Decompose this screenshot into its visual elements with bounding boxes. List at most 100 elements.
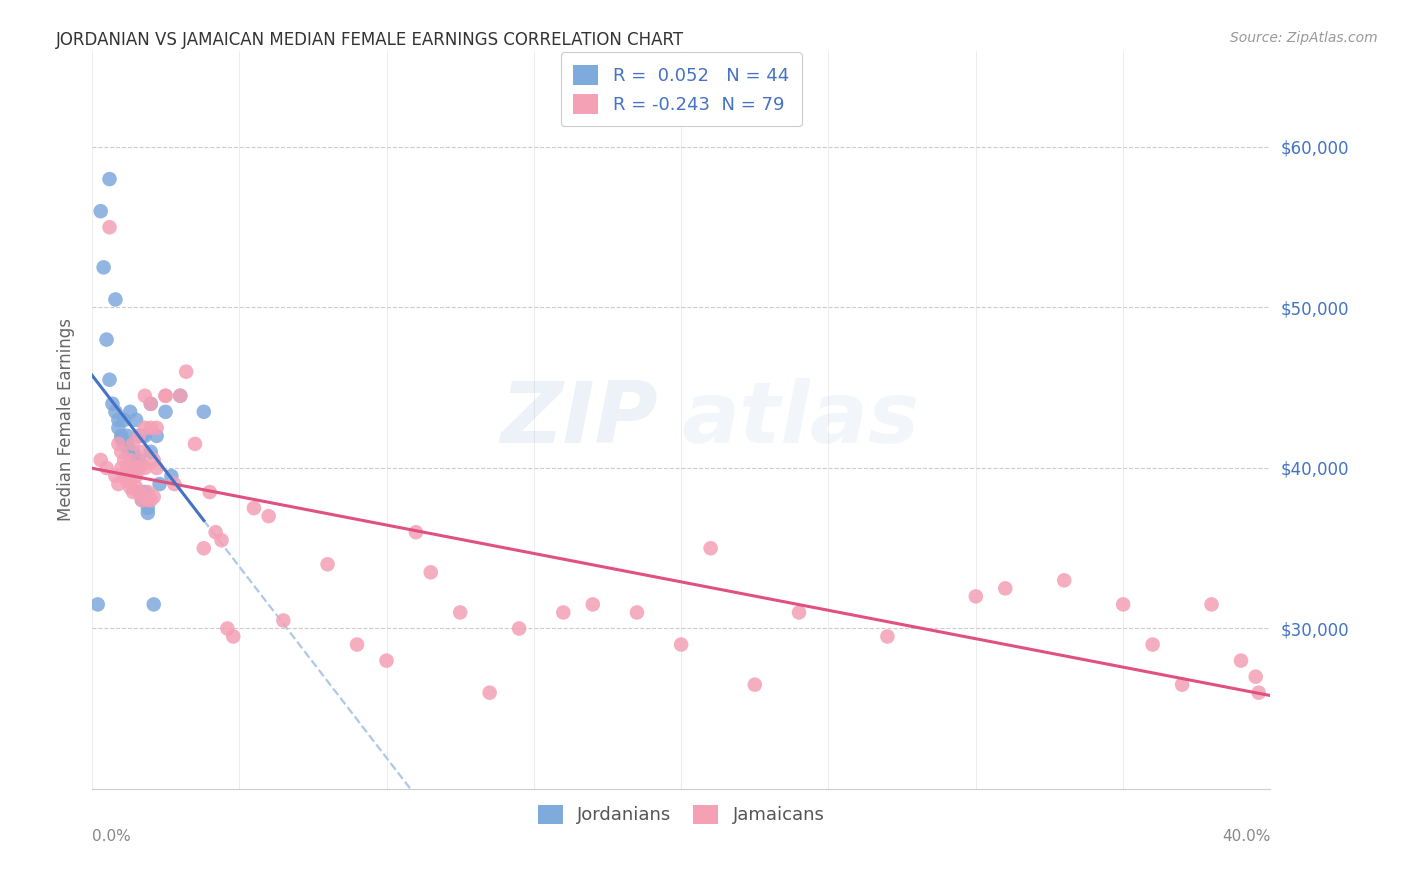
Point: [193, 405, 215, 419]
Point: [128, 453, 150, 467]
Point: [104, 405, 127, 419]
Point: [669, 638, 692, 652]
Point: [110, 461, 132, 475]
Point: [1112, 598, 1135, 612]
Point: [107, 477, 129, 491]
Point: [122, 437, 145, 451]
Point: [131, 493, 153, 508]
Point: [699, 541, 721, 556]
Point: [174, 365, 197, 379]
Point: [101, 397, 124, 411]
Point: [1201, 598, 1223, 612]
Point: [257, 509, 280, 524]
Point: [1171, 678, 1194, 692]
Point: [115, 442, 138, 456]
Point: [211, 533, 233, 548]
Point: [478, 686, 501, 700]
Point: [222, 630, 245, 644]
Point: [125, 461, 148, 475]
Y-axis label: Median Female Earnings: Median Female Earnings: [58, 318, 75, 521]
Point: [115, 474, 138, 488]
Point: [107, 437, 129, 451]
Point: [155, 405, 177, 419]
Point: [125, 469, 148, 483]
Point: [128, 429, 150, 443]
Point: [405, 525, 427, 540]
Point: [1244, 670, 1267, 684]
Point: [145, 421, 167, 435]
Point: [104, 293, 127, 307]
Point: [136, 506, 159, 520]
Point: [744, 678, 766, 692]
Point: [87, 598, 110, 612]
Point: [136, 493, 159, 508]
Point: [115, 429, 138, 443]
Point: [217, 622, 239, 636]
Point: [134, 485, 156, 500]
Point: [553, 606, 575, 620]
Point: [160, 469, 183, 483]
Text: 0.0%: 0.0%: [91, 830, 131, 844]
Point: [582, 598, 605, 612]
Point: [104, 469, 127, 483]
Text: 40.0%: 40.0%: [1222, 830, 1271, 844]
Point: [96, 461, 118, 475]
Point: [122, 461, 145, 475]
Point: [149, 477, 172, 491]
Point: [115, 461, 138, 475]
Point: [131, 493, 153, 508]
Point: [136, 485, 159, 500]
Text: atlas: atlas: [681, 378, 920, 461]
Point: [193, 541, 215, 556]
Point: [243, 501, 266, 516]
Point: [112, 453, 135, 467]
Point: [120, 453, 142, 467]
Point: [125, 480, 148, 494]
Point: [93, 260, 115, 275]
Point: [110, 429, 132, 443]
Point: [115, 437, 138, 451]
Point: [163, 477, 186, 491]
Point: [96, 333, 118, 347]
Point: [120, 453, 142, 467]
Point: [131, 445, 153, 459]
Point: [134, 429, 156, 443]
Text: ZIP: ZIP: [501, 378, 658, 461]
Point: [142, 453, 165, 467]
Point: [122, 485, 145, 500]
Point: [139, 397, 162, 411]
Point: [273, 614, 295, 628]
Point: [419, 566, 441, 580]
Point: [120, 469, 142, 483]
Point: [316, 558, 339, 572]
Point: [112, 469, 135, 483]
Point: [139, 421, 162, 435]
Point: [131, 458, 153, 472]
Point: [375, 654, 398, 668]
Point: [1142, 638, 1164, 652]
Point: [110, 432, 132, 446]
Point: [155, 389, 177, 403]
Text: JORDANIAN VS JAMAICAN MEDIAN FEMALE EARNINGS CORRELATION CHART: JORDANIAN VS JAMAICAN MEDIAN FEMALE EARN…: [56, 31, 685, 49]
Point: [1247, 686, 1270, 700]
Point: [145, 461, 167, 475]
Point: [107, 421, 129, 435]
Point: [198, 485, 221, 500]
Point: [125, 458, 148, 472]
Point: [128, 485, 150, 500]
Point: [346, 638, 368, 652]
Point: [204, 525, 226, 540]
Point: [139, 445, 162, 459]
Point: [90, 453, 112, 467]
Point: [134, 461, 156, 475]
Point: [136, 501, 159, 516]
Point: [122, 445, 145, 459]
Point: [965, 590, 987, 604]
Point: [626, 606, 648, 620]
Point: [449, 606, 471, 620]
Point: [107, 413, 129, 427]
Point: [184, 437, 207, 451]
Point: [1053, 574, 1076, 588]
Text: Source: ZipAtlas.com: Source: ZipAtlas.com: [1230, 31, 1378, 45]
Point: [120, 448, 142, 462]
